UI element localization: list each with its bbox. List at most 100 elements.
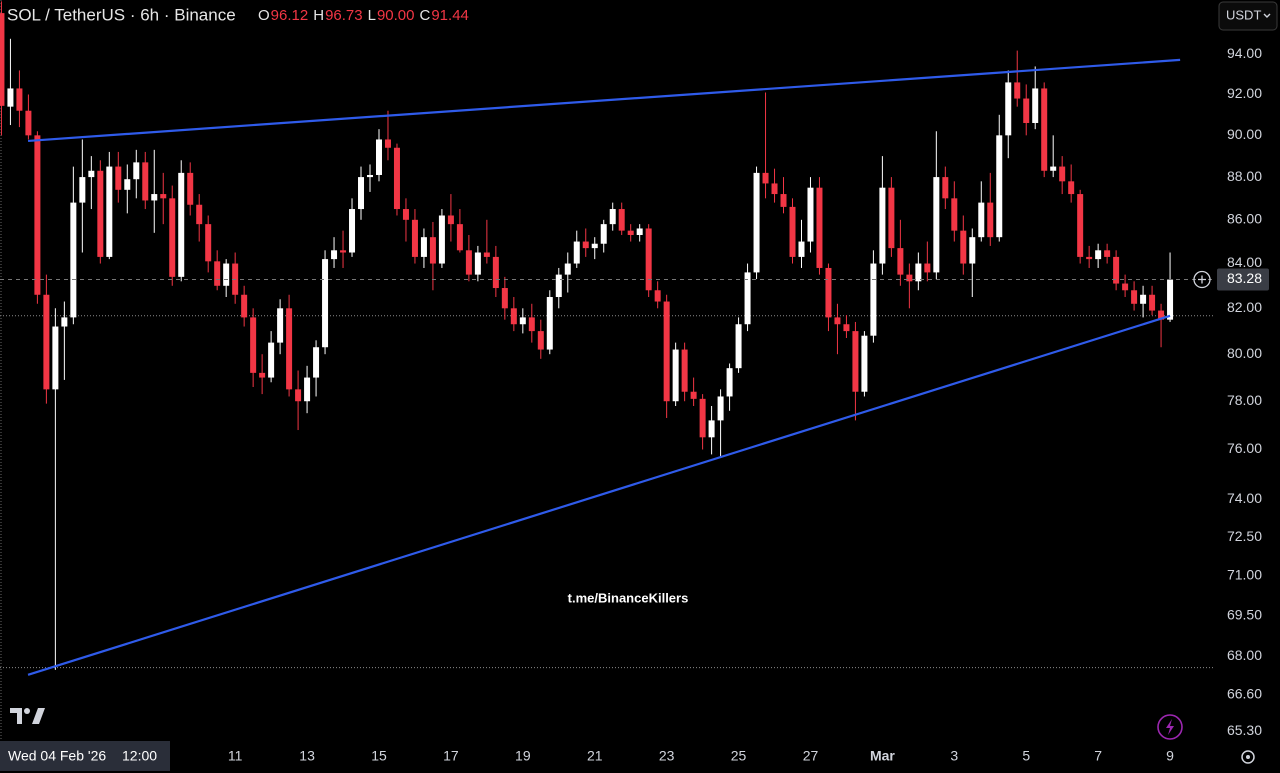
candle-body — [106, 166, 113, 257]
candle-body — [987, 202, 994, 238]
candle-body — [600, 224, 607, 244]
candle-body — [861, 335, 868, 392]
candle-body — [447, 215, 454, 225]
y-tick-label: 92.00 — [1227, 85, 1262, 101]
y-tick-label: 72.50 — [1227, 528, 1262, 544]
crosshair-date: Wed 04 Feb '26 — [8, 748, 106, 764]
candle-body — [1158, 310, 1165, 320]
candle-body — [816, 187, 823, 268]
candle-body — [663, 301, 670, 402]
candle-body — [969, 237, 976, 264]
candle-body — [16, 88, 23, 111]
candle-body — [160, 194, 167, 199]
candle-body — [286, 308, 293, 390]
currency-chevron[interactable] — [1263, 13, 1271, 18]
x-tick-label: 15 — [371, 748, 387, 764]
candle-body — [951, 198, 958, 231]
candle-body — [843, 324, 850, 332]
candle-body — [681, 349, 688, 392]
candle-body — [79, 177, 86, 203]
lightning-icon[interactable] — [1166, 719, 1174, 735]
candle-body — [322, 259, 329, 348]
candle-body — [879, 187, 886, 264]
candle-body — [699, 398, 706, 438]
candle-body — [762, 172, 769, 184]
candle-body — [906, 274, 913, 282]
candle-body — [115, 166, 122, 190]
x-tick-label: 5 — [1022, 748, 1030, 764]
ohlc-value: 96.73 — [325, 7, 363, 24]
candle-body — [717, 396, 724, 421]
y-tick-label: 88.00 — [1227, 168, 1262, 184]
candle-body — [465, 250, 472, 275]
y-tick-label: 82.00 — [1227, 299, 1262, 315]
candle-body — [1131, 290, 1138, 304]
lightning-button[interactable] — [1157, 714, 1183, 740]
logo-part — [24, 708, 30, 714]
candle-body — [807, 187, 814, 242]
candle-body — [627, 230, 634, 235]
crosshair-time: 12:00 — [122, 748, 157, 764]
candle-body — [1113, 256, 1120, 284]
candle-body — [259, 372, 266, 378]
x-tick-label: 11 — [228, 748, 243, 764]
watermark: t.me/BinanceKillers — [568, 590, 689, 605]
candle-body — [349, 209, 356, 253]
candle-body — [1140, 294, 1147, 304]
y-tick-label: 90.00 — [1227, 126, 1262, 142]
candle-body — [241, 294, 248, 318]
ohlc-key: C — [420, 7, 431, 24]
candle-body — [618, 209, 625, 231]
ohlc-value: 90.00 — [377, 7, 415, 24]
y-tick-label: 84.00 — [1227, 254, 1262, 270]
candle-body — [88, 170, 95, 178]
candle-body — [1041, 88, 1048, 171]
candle-body — [268, 342, 275, 378]
add-price-button[interactable] — [1193, 270, 1211, 289]
add-price-icon[interactable] — [1198, 275, 1206, 284]
candle-body — [1032, 88, 1039, 123]
candle-body — [52, 326, 59, 390]
plot-area — [0, 0, 1215, 740]
candle-body — [834, 317, 841, 325]
candle-body — [942, 177, 949, 199]
candle-body — [420, 237, 427, 257]
candle-body — [1095, 250, 1102, 260]
candle-body — [295, 389, 302, 402]
logo-part — [32, 708, 45, 724]
candle-body — [888, 187, 895, 249]
candle-body — [169, 198, 176, 277]
candle-body — [1023, 98, 1030, 123]
candle-body — [636, 228, 643, 235]
candle-body — [411, 219, 418, 257]
y-tick-label: 74.00 — [1227, 490, 1262, 506]
candle-body — [1086, 256, 1093, 260]
settings-icon[interactable] — [1246, 755, 1250, 759]
x-tick-label: 23 — [659, 748, 675, 764]
currency-label[interactable]: USDT — [1226, 7, 1261, 22]
price-label: 83.28 — [1227, 270, 1262, 286]
currency-button[interactable] — [1218, 1, 1278, 31]
candle-body — [43, 294, 50, 390]
ohlc-value: 96.12 — [271, 7, 309, 24]
candle-body — [474, 252, 481, 275]
candle-body — [393, 147, 400, 210]
candle-body — [546, 297, 553, 350]
y-tick-label: 71.00 — [1227, 567, 1262, 583]
candle-body — [771, 183, 778, 195]
ohlc-value: 91.44 — [431, 7, 469, 24]
candle-body — [25, 110, 32, 136]
candle-body — [1149, 294, 1156, 311]
candle-body — [438, 215, 445, 264]
candle-body — [97, 170, 104, 257]
candle-body — [537, 331, 544, 350]
x-tick-label: 13 — [299, 748, 315, 764]
settings-button[interactable] — [1241, 750, 1255, 764]
candle-body — [726, 368, 733, 397]
trend-line — [27, 58, 1181, 143]
candle-body — [1059, 166, 1066, 182]
candle-body — [555, 274, 562, 298]
candle-body — [519, 317, 526, 325]
candle-body — [223, 263, 230, 286]
x-tick-label: 3 — [950, 748, 958, 764]
